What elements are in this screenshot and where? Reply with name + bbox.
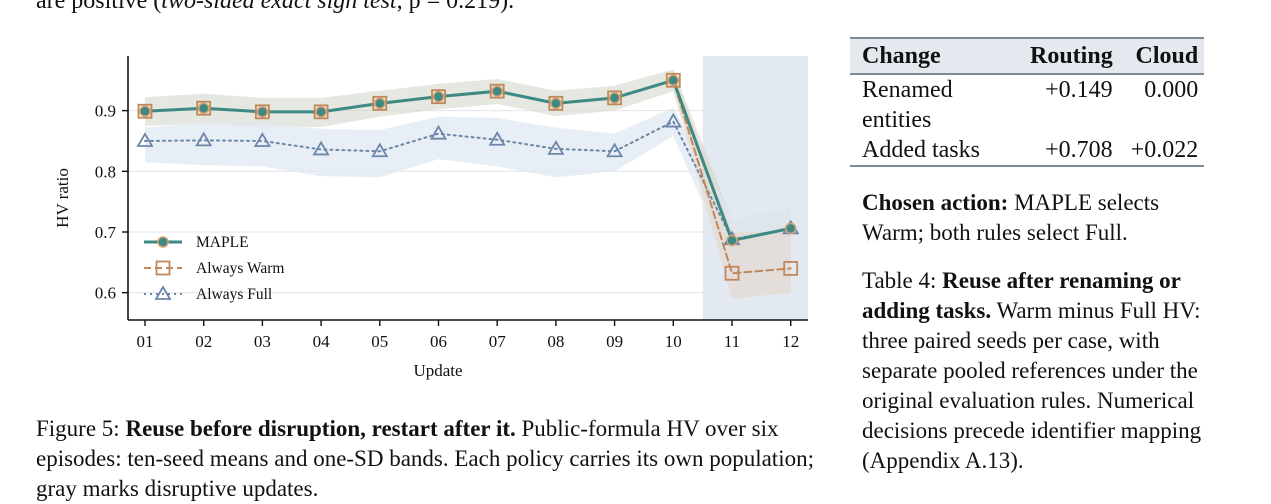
preceding-text-line: are positive (two-sided exact sign test,… <box>36 0 514 15</box>
table-cell-routing: +0.149 <box>1045 77 1113 103</box>
series-lines <box>143 78 793 275</box>
axes: 0.6 0.7 0.8 0.9 01 02 03 04 05 06 07 08 09 10 11 12 Upda… <box>53 56 808 380</box>
y-axis-label: HV ratio <box>53 168 72 228</box>
x-tick-label: 02 <box>195 332 212 351</box>
series-markers <box>136 72 800 281</box>
figure-caption-body: Public-formula HV over six episodes: ten… <box>36 416 814 501</box>
y-tick-label: 0.6 <box>95 284 116 303</box>
data-point-maple <box>667 74 680 87</box>
x-tick-label: 04 <box>313 332 331 351</box>
x-tick-label: 11 <box>724 332 740 351</box>
data-point-always-warm <box>724 265 740 281</box>
table-header-change: Change <box>850 37 1018 75</box>
chart-legend: MAPLE Always Warm Always Full <box>144 234 284 303</box>
data-point-always-warm <box>431 89 446 105</box>
figure-caption-title: Reuse before disruption, restart after i… <box>125 416 516 441</box>
table-header-routing: Routing <box>1018 37 1119 75</box>
data-point-always-warm <box>313 104 329 120</box>
series-line-maple <box>143 78 793 243</box>
y-tick-label: 0.9 <box>95 102 116 121</box>
data-point-maple <box>256 106 269 118</box>
data-point-maple <box>315 106 327 118</box>
data-point-always-full <box>253 132 271 147</box>
legend-label: Always Full <box>196 286 272 303</box>
table-caption: Table 4: Reuse after renaming or adding … <box>862 266 1212 476</box>
x-tick-label: 01 <box>137 332 154 351</box>
legend-marker <box>154 285 172 300</box>
chosen-action-text: MAPLE selects Warm; both rules select Fu… <box>862 190 1160 245</box>
x-tick-label: 08 <box>547 332 564 351</box>
data-point-always-full <box>136 132 154 147</box>
legend-marker <box>155 260 171 276</box>
data-point-always-full <box>429 124 448 140</box>
x-tick-label: 06 <box>430 332 447 351</box>
sd-band-maple <box>145 69 791 266</box>
table-chosen-action: Chosen action: MAPLE selects Warm; both … <box>862 188 1222 248</box>
x-tick-label: 05 <box>371 332 388 351</box>
table-caption-body: Warm minus Full HV: three paired seeds p… <box>862 298 1202 473</box>
y-tick-label: 0.8 <box>95 162 116 181</box>
x-tick-label: 03 <box>254 332 271 351</box>
data-point-always-full <box>488 130 506 146</box>
figure-caption-label: Figure 5: <box>36 416 120 441</box>
sd-band-always-warm-tail <box>673 69 791 299</box>
x-tick-label: 10 <box>665 332 682 351</box>
hv-ratio-chart: 0.6 0.7 0.8 0.9 01 02 03 04 05 06 07 08 09 10 11 12 Upda… <box>53 56 808 380</box>
data-point-always-full <box>195 131 213 147</box>
data-point-always-warm <box>665 72 681 88</box>
x-tick-label: 12 <box>782 332 799 351</box>
data-point-always-warm <box>196 100 212 116</box>
y-tick-label: 0.7 <box>95 223 117 242</box>
data-point-always-full <box>664 112 682 128</box>
data-point-maple <box>608 92 621 104</box>
preceding-text-prefix: are positive ( <box>36 0 162 14</box>
data-point-always-warm <box>548 95 564 111</box>
x-tick-label: 09 <box>606 332 623 351</box>
data-point-maple <box>374 97 386 110</box>
data-point-always-warm <box>254 104 270 120</box>
table-cell-routing: +0.708 <box>1018 135 1119 167</box>
table-row: Added tasks +0.708 +0.022 <box>850 135 1205 167</box>
table-row: Renamed entities +0.149 0.000 <box>850 74 1204 135</box>
data-point-always-warm <box>372 95 388 111</box>
legend-label: Always Warm <box>196 260 284 277</box>
table-header-cloud: Cloud <box>1118 37 1205 75</box>
data-point-always-full <box>371 142 389 158</box>
table-cell-change: Renamed entities <box>862 77 953 133</box>
table-header-row: Change Routing Cloud <box>850 37 1205 75</box>
data-point-maple <box>432 90 445 103</box>
table-caption-label: Table 4: <box>862 268 937 293</box>
data-point-maple <box>491 85 503 97</box>
data-point-always-warm <box>137 103 153 119</box>
table-caption-title: Reuse after renaming or adding tasks. <box>862 268 1181 323</box>
series-line-always-full <box>144 120 792 241</box>
preceding-text-test: two-sided exact sign test <box>161 0 397 14</box>
data-point-maple <box>197 102 210 114</box>
data-point-always-warm <box>489 83 505 99</box>
data-point-maple <box>550 97 562 110</box>
figure-caption: Figure 5: Reuse before disruption, resta… <box>36 414 836 504</box>
preceding-text-stat: , p = 0.219). <box>396 0 515 14</box>
data-point-always-full <box>606 142 624 158</box>
data-point-always-full <box>547 140 565 155</box>
data-point-maple <box>784 222 797 235</box>
table-cell-cloud: +0.022 <box>1118 135 1205 167</box>
data-point-maple <box>139 105 151 117</box>
x-tick-label: 07 <box>489 332 507 351</box>
table-cell-change: Added tasks <box>850 135 1018 167</box>
data-point-always-warm <box>607 90 622 106</box>
legend-label: MAPLE <box>196 234 249 251</box>
chosen-action-label: Chosen action: <box>862 190 1009 215</box>
legend-marker <box>157 236 169 248</box>
table-cell-cloud: 0.000 <box>1144 77 1199 103</box>
x-axis-label: Update <box>413 361 462 380</box>
data-point-maple <box>726 234 738 247</box>
data-point-always-warm <box>783 261 799 276</box>
reuse-table: Change Routing Cloud Renamed entities +0… <box>850 37 1205 167</box>
data-point-always-full <box>312 140 330 156</box>
